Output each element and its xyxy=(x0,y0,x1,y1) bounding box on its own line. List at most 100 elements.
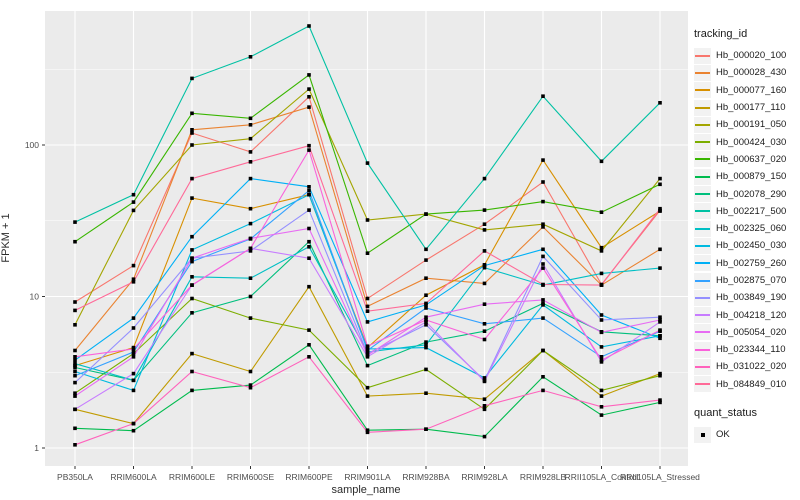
legend-line-swatch xyxy=(694,220,711,237)
data-point xyxy=(190,128,194,132)
plot-panel xyxy=(45,11,688,466)
data-point xyxy=(131,428,136,433)
legend-items-tracking-id: Hb_000020_100 Hb_000028_430 Hb_000077_160 H… xyxy=(694,47,800,393)
data-point xyxy=(658,206,662,211)
data-point xyxy=(424,258,428,262)
data-point xyxy=(190,131,194,135)
data-point xyxy=(307,143,311,148)
data-point xyxy=(658,336,662,341)
data-point xyxy=(307,87,311,91)
legend-item-label: Hb_023344_110 xyxy=(716,344,786,356)
legend-line-swatch xyxy=(694,134,711,151)
x-tick-label: PB350LA xyxy=(57,472,93,482)
data-point xyxy=(482,434,487,439)
data-point xyxy=(248,236,253,241)
data-point xyxy=(599,249,604,253)
data-point xyxy=(73,239,77,244)
legend-item-label: Hb_000424_030 xyxy=(716,136,787,148)
data-point xyxy=(307,328,311,332)
data-point xyxy=(190,256,194,260)
data-point xyxy=(73,348,77,353)
data-point xyxy=(482,376,487,380)
data-point xyxy=(307,185,311,189)
data-point xyxy=(248,316,253,320)
data-point xyxy=(248,116,253,121)
data-point xyxy=(599,405,604,409)
data-point xyxy=(73,358,77,362)
data-point xyxy=(73,443,77,447)
data-point xyxy=(248,383,253,387)
data-point xyxy=(658,247,662,252)
data-point xyxy=(190,369,194,374)
data-point xyxy=(424,301,428,306)
x-tick-label: RRIM600PE xyxy=(285,472,333,482)
data-point xyxy=(599,313,604,317)
data-point xyxy=(190,388,194,393)
data-point xyxy=(424,315,428,319)
data-point xyxy=(248,123,253,127)
data-point xyxy=(307,208,311,212)
data-point xyxy=(73,355,77,359)
data-point xyxy=(131,371,136,376)
x-axis-title: sample_name xyxy=(331,484,401,496)
legend-item-Hb_000191_050: Hb_000191_050 xyxy=(694,116,800,133)
legend-line-swatch xyxy=(694,151,711,168)
data-point xyxy=(541,94,545,98)
legend-item-Hb_004218_120: Hb_004218_120 xyxy=(694,306,800,324)
legend-item-label: Hb_000637_020 xyxy=(716,153,787,165)
data-point xyxy=(599,358,604,362)
data-point xyxy=(424,345,428,350)
data-point xyxy=(131,326,136,330)
legend-item-Hb_084849_010: Hb_084849_010 xyxy=(694,376,800,393)
data-point xyxy=(307,226,311,231)
legend-line-swatch xyxy=(694,168,711,185)
data-point xyxy=(365,304,370,309)
data-point xyxy=(365,296,370,301)
data-point xyxy=(424,340,428,344)
data-point xyxy=(131,355,136,359)
data-point xyxy=(541,199,545,204)
x-tick-label: RRIM600LE xyxy=(169,472,216,482)
data-point xyxy=(482,208,487,212)
data-point xyxy=(424,367,428,372)
data-point xyxy=(482,249,487,253)
legend-item-Hb_000020_100: Hb_000020_100 xyxy=(694,47,800,64)
legend-line-swatch xyxy=(694,376,711,393)
legend-item-label: Hb_002450_030 xyxy=(716,240,787,252)
data-point xyxy=(658,101,662,105)
legend-line-swatch xyxy=(694,289,711,306)
legend-line-swatch xyxy=(694,358,711,375)
data-point xyxy=(424,293,428,297)
x-tick-label: RRIM928LA xyxy=(461,472,508,482)
data-point xyxy=(658,315,662,319)
x-tick-label: RRIM928BA xyxy=(402,472,450,482)
data-point xyxy=(190,311,194,315)
data-point xyxy=(190,259,194,264)
data-point xyxy=(541,303,545,307)
data-point xyxy=(365,430,370,435)
data-point xyxy=(131,316,136,320)
data-point xyxy=(541,348,545,353)
data-point xyxy=(365,348,370,353)
data-point xyxy=(541,247,545,252)
legend-item-Hb_002217_500: Hb_002217_500 xyxy=(694,203,800,220)
data-point xyxy=(424,212,428,216)
data-point xyxy=(482,379,487,384)
data-point xyxy=(131,421,136,426)
data-point xyxy=(482,407,487,412)
legend-item-Hb_000879_150: Hb_000879_150 xyxy=(694,168,800,185)
data-point xyxy=(307,24,311,28)
data-point xyxy=(365,218,370,222)
data-point xyxy=(658,266,662,270)
data-point xyxy=(541,266,545,270)
data-point xyxy=(658,373,662,378)
data-point xyxy=(482,222,487,226)
data-point xyxy=(599,345,604,349)
data-point xyxy=(190,176,194,181)
legend-line-swatch xyxy=(694,203,711,220)
data-point xyxy=(482,404,487,408)
data-point xyxy=(365,385,370,390)
data-point xyxy=(658,371,662,376)
legend-item-label: Hb_004218_120 xyxy=(716,309,787,321)
